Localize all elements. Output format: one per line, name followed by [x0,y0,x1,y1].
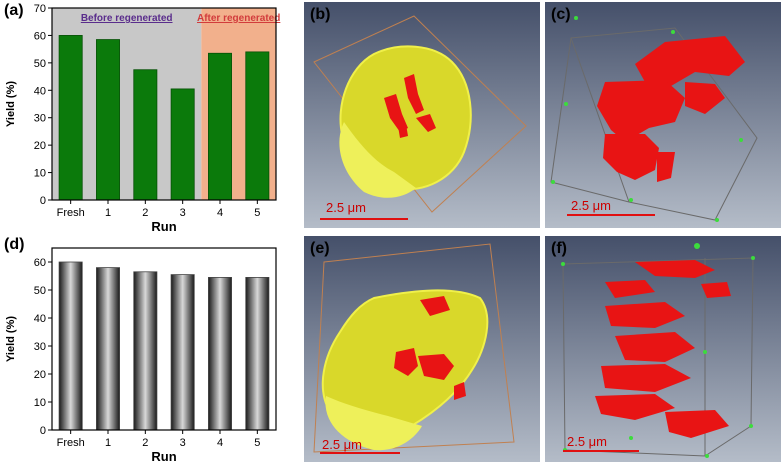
x-axis-title: Run [151,219,176,234]
x-tick-label: 4 [217,207,223,219]
y-tick-label: 10 [34,168,46,180]
y-tick-label: 10 [34,397,46,409]
bar-5 [245,51,270,201]
y-tick-label: 40 [34,85,46,97]
y-tick-label: 0 [40,195,46,207]
bar-4 [208,52,232,201]
y-tick-label: 20 [34,140,46,152]
bar-4 [208,277,232,431]
x-tick-label: 5 [254,207,260,219]
bar-3 [170,88,195,201]
tomography-image-f: (f) 2.5 μm [545,236,781,462]
scale-text-c: 2.5 μm [571,198,612,213]
pore-render-f [545,236,781,462]
x-axis-title: Run [151,449,176,464]
region-label: Before regenerated [81,13,173,24]
x-tick-label: Fresh [57,207,85,219]
panel-label-c: (c) [551,6,571,23]
x-tick-label: 2 [142,207,148,219]
x-tick-label: 1 [105,207,111,219]
chart-a-svg: Before regenerated After regenerated 0 10 20… [5,3,280,234]
scale-bar-b [320,218,408,220]
y-tick-label: 20 [34,369,46,381]
plot-frame [51,247,277,431]
y-tick-label: 40 [34,313,46,325]
bar-Fresh [58,261,83,431]
tomography-image-e: (e) 2.5 μm [304,236,540,462]
x-tick-label: 5 [254,437,260,449]
scale-bar-c [567,214,655,216]
plot-frame [51,7,277,201]
y-tick-label: 60 [34,30,46,42]
y-tick-label: 0 [40,425,46,437]
yield-chart-stability: 0 10 20 30 40 50 60 Fresh 1 2 3 4 5 Run Yield (%) (d) [0,234,292,464]
y-axis-title: Yield (%) [5,81,17,127]
pore-render-c [545,2,781,228]
yield-chart-regeneration: Before regenerated After regenerated 0 10 20… [0,0,292,234]
bar-3 [170,274,195,431]
y-tick-label: 70 [34,3,46,15]
scale-bar-e [320,452,400,454]
bar-1 [96,267,120,431]
y-tick-label: 30 [34,113,46,125]
particle-render-b [304,2,540,228]
scale-text-e: 2.5 μm [322,437,363,452]
bar-Fresh [58,35,83,201]
bar-5 [245,277,270,431]
panel-label-a: (a) [4,2,24,19]
x-tick-label: 1 [105,437,111,449]
chart-d-svg: 0 10 20 30 40 50 60 Fresh 1 2 3 4 5 Run Yield (%) [5,247,277,464]
region-label: After regenerated [197,13,280,24]
y-tick-label: 50 [34,58,46,70]
y-tick-label: 30 [34,341,46,353]
scale-text-b: 2.5 μm [326,200,367,215]
x-tick-label: 2 [142,437,148,449]
particle-render-e [304,236,540,462]
bar-2 [133,271,158,431]
bar-1 [96,39,120,201]
y-axis-title: Yield (%) [5,316,17,362]
tomography-image-b: (b) 2.5 μm [304,2,540,228]
panel-label-b: (b) [310,6,331,23]
x-tick-label: 3 [180,207,186,219]
x-tick-label: 4 [217,437,223,449]
x-tick-label: 3 [180,437,186,449]
panel-label-f: (f) [551,240,567,257]
tomography-image-c: (c) 2.5 μm [545,2,781,228]
panel-label-d: (d) [4,236,25,253]
bar-2 [133,69,158,201]
scale-bar-f [563,450,639,452]
y-tick-label: 60 [34,257,46,269]
y-tick-label: 50 [34,285,46,297]
panel-label-e: (e) [310,240,330,257]
x-tick-label: Fresh [57,437,85,449]
scale-text-f: 2.5 μm [567,434,608,449]
